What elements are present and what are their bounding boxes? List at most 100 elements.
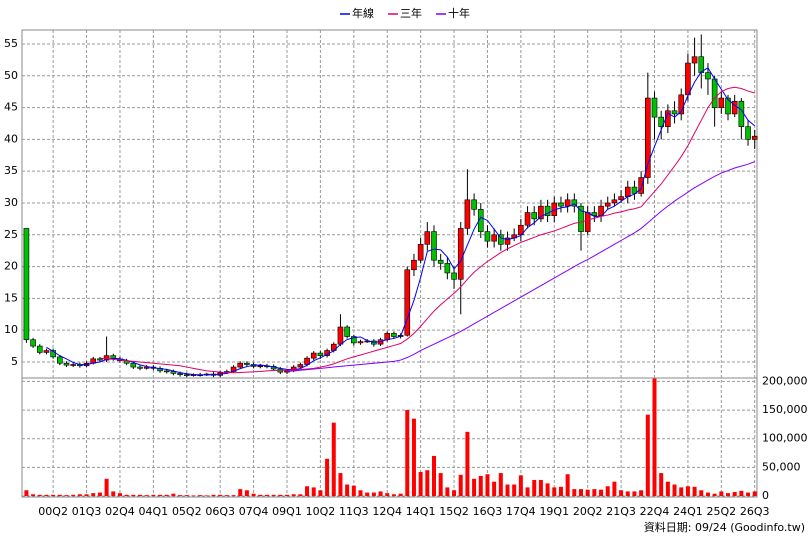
x-tick-label: 16Q3 bbox=[473, 505, 503, 518]
candle-body bbox=[658, 116, 664, 127]
candle-body bbox=[751, 135, 758, 140]
candle-body bbox=[97, 358, 103, 361]
candle-body bbox=[498, 234, 504, 245]
volume-bar bbox=[37, 494, 42, 496]
legend-label: 三年 bbox=[400, 6, 422, 20]
candle-body bbox=[404, 269, 411, 336]
candle-body bbox=[604, 202, 611, 207]
candle-body bbox=[611, 199, 618, 204]
volume-bar bbox=[164, 494, 169, 496]
candle-body bbox=[571, 199, 578, 207]
volume-bar bbox=[545, 483, 550, 496]
candle-body bbox=[257, 365, 264, 368]
candle-body bbox=[57, 356, 63, 364]
volume-bar bbox=[345, 484, 350, 496]
volume-bar bbox=[532, 479, 537, 496]
candle-body bbox=[491, 234, 497, 242]
volume-bar bbox=[572, 489, 577, 496]
candle-body bbox=[564, 199, 571, 207]
x-tick-label: 26Q3 bbox=[740, 505, 770, 518]
volume-bar bbox=[726, 493, 731, 496]
volume-bar bbox=[238, 489, 243, 496]
volume-bar bbox=[191, 495, 196, 496]
candle-body bbox=[745, 126, 751, 140]
volume-bar bbox=[244, 490, 249, 496]
volume-bar bbox=[512, 484, 517, 496]
volume-bar bbox=[585, 489, 590, 496]
candle-body bbox=[484, 231, 491, 242]
candle-body bbox=[504, 237, 511, 245]
volume-bar bbox=[652, 378, 657, 496]
volume-bar bbox=[24, 490, 29, 496]
y-tick-label: 40 bbox=[4, 132, 18, 145]
candle-body bbox=[143, 366, 150, 369]
volume-bar bbox=[411, 418, 416, 496]
volume-bar bbox=[599, 489, 604, 496]
candle-body bbox=[538, 205, 544, 220]
candle-body bbox=[351, 336, 357, 344]
volume-bar bbox=[224, 495, 229, 496]
volume-bar bbox=[358, 490, 363, 496]
volume-bar bbox=[719, 491, 724, 496]
volume-bar bbox=[271, 494, 276, 496]
volume-bar bbox=[699, 490, 704, 496]
volume-bar bbox=[64, 495, 69, 496]
volume-bar bbox=[278, 494, 283, 496]
volume-bar bbox=[452, 490, 457, 496]
x-tick-label: 05Q2 bbox=[172, 505, 202, 518]
legend-label: 年線 bbox=[352, 6, 374, 20]
volume-bar bbox=[552, 487, 557, 496]
candle-body bbox=[444, 263, 451, 274]
x-tick-label: 17Q4 bbox=[506, 505, 536, 518]
volume-bar bbox=[605, 486, 610, 496]
candle-body bbox=[337, 326, 344, 345]
candle-body bbox=[163, 370, 170, 373]
candle-body bbox=[391, 333, 397, 337]
x-tick-label: 02Q4 bbox=[105, 505, 135, 518]
candle-body bbox=[738, 100, 745, 127]
volume-bar bbox=[632, 491, 637, 496]
candle-body bbox=[130, 362, 137, 368]
volume-bar bbox=[117, 493, 122, 496]
volume-bar bbox=[371, 492, 376, 496]
x-tick-label: 12Q4 bbox=[372, 505, 402, 518]
volume-bar bbox=[331, 422, 336, 496]
volume-bar bbox=[151, 494, 156, 496]
volume-bar bbox=[51, 494, 56, 496]
candle-body bbox=[304, 357, 310, 365]
volume-bar bbox=[138, 494, 143, 496]
volume-bar bbox=[385, 493, 390, 496]
volume-bar bbox=[398, 493, 403, 496]
candle-body bbox=[357, 341, 364, 344]
volume-bar bbox=[685, 486, 690, 496]
candle-body bbox=[477, 209, 484, 232]
candle-body bbox=[417, 244, 424, 261]
volume-bar bbox=[665, 481, 670, 496]
y2-tick-label: 150,000 bbox=[762, 403, 808, 416]
y-tick-label: 20 bbox=[4, 260, 18, 273]
candle-body bbox=[297, 364, 304, 368]
volume-bar bbox=[44, 494, 49, 496]
volume-bar bbox=[144, 495, 149, 496]
volume-bar bbox=[672, 484, 677, 496]
legend-label: 十年 bbox=[448, 6, 470, 20]
volume-bar bbox=[378, 491, 383, 496]
candle-body bbox=[103, 355, 110, 361]
volume-bar bbox=[465, 431, 470, 496]
volume-bar bbox=[184, 495, 189, 496]
volume-bar bbox=[505, 484, 510, 496]
candle-body bbox=[671, 110, 678, 115]
candle-body bbox=[464, 199, 471, 229]
volume-bar bbox=[612, 481, 617, 496]
candle-body bbox=[411, 259, 417, 271]
candle-body bbox=[30, 339, 36, 347]
source-note: 資料日期: 09/24 (Goodinfo.tw) bbox=[644, 520, 805, 534]
candle-body bbox=[531, 212, 538, 220]
volume-bar bbox=[104, 478, 109, 496]
volume-bar bbox=[525, 487, 530, 496]
volume-bar bbox=[592, 489, 597, 496]
volume-bar bbox=[305, 486, 310, 496]
x-tick-label: 25Q2 bbox=[706, 505, 736, 518]
candle-body bbox=[651, 97, 658, 118]
